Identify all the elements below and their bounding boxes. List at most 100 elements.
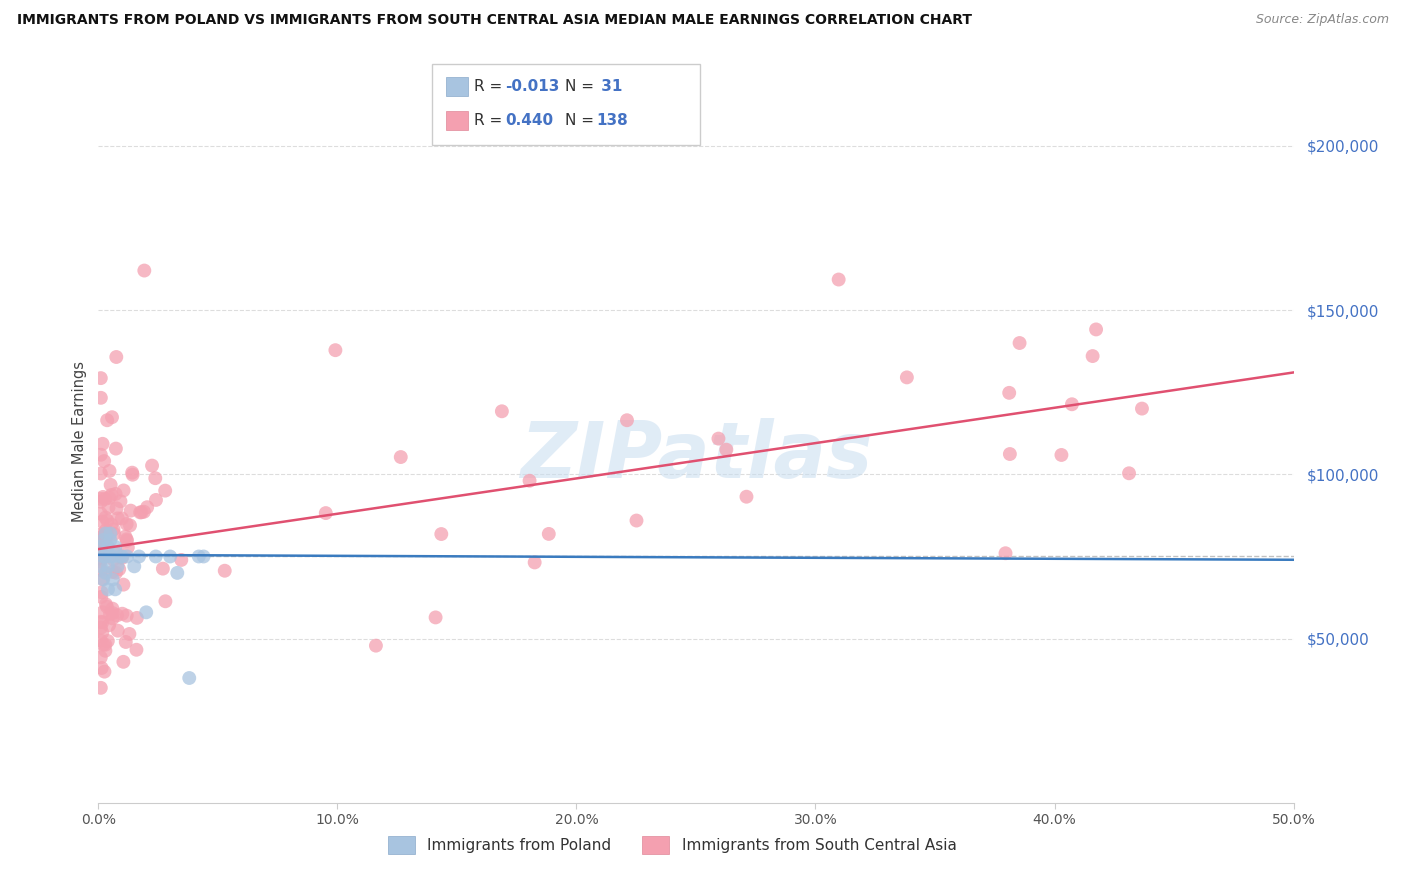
Point xyxy=(103,527,125,541)
Point xyxy=(105,608,128,623)
Point xyxy=(108,549,131,564)
Point xyxy=(104,442,127,456)
Point xyxy=(115,533,138,547)
Point xyxy=(107,624,129,638)
Point xyxy=(90,540,112,554)
Point xyxy=(101,601,124,615)
Point xyxy=(112,655,135,669)
Point xyxy=(115,516,138,531)
Point xyxy=(94,530,117,544)
Point xyxy=(537,527,560,541)
Point xyxy=(94,566,117,580)
Point xyxy=(96,599,118,614)
Point xyxy=(735,490,758,504)
Point xyxy=(98,618,121,632)
Point xyxy=(166,566,188,580)
Point xyxy=(124,559,146,574)
Point xyxy=(136,500,159,515)
Point xyxy=(159,549,181,564)
Point xyxy=(131,505,153,519)
Point xyxy=(94,644,117,658)
Point xyxy=(1060,397,1083,411)
Point xyxy=(90,590,112,604)
Point xyxy=(1081,349,1104,363)
Point xyxy=(90,531,112,545)
Point xyxy=(97,500,120,515)
Text: 0.440: 0.440 xyxy=(505,113,553,128)
Point xyxy=(111,549,134,564)
Point xyxy=(105,501,128,516)
Point xyxy=(91,544,114,558)
Point xyxy=(104,582,127,597)
Point xyxy=(91,533,114,547)
Point xyxy=(155,594,177,608)
Point xyxy=(121,466,143,480)
Point xyxy=(491,404,513,418)
Point xyxy=(100,488,122,502)
Point xyxy=(91,572,114,586)
Point xyxy=(134,263,156,277)
Point xyxy=(90,448,112,462)
Point xyxy=(94,638,117,652)
Point xyxy=(115,533,138,548)
Point xyxy=(94,510,117,524)
Point xyxy=(108,562,131,576)
Point xyxy=(96,413,118,427)
Point xyxy=(125,611,148,625)
Point xyxy=(91,515,114,529)
Point xyxy=(98,533,122,547)
Point xyxy=(101,565,124,579)
Point xyxy=(118,518,141,533)
Point xyxy=(132,505,155,519)
Point xyxy=(101,606,124,620)
Text: R =: R = xyxy=(474,79,508,94)
Point xyxy=(994,546,1017,560)
Text: N =: N = xyxy=(565,79,599,94)
Point xyxy=(90,391,112,405)
Point xyxy=(716,442,738,457)
Point xyxy=(90,541,112,556)
Point xyxy=(90,650,112,665)
Point xyxy=(128,549,150,564)
Point xyxy=(90,507,112,521)
Point xyxy=(90,621,112,635)
Point xyxy=(104,566,127,580)
Point xyxy=(94,530,117,544)
Point xyxy=(214,564,236,578)
Point xyxy=(193,549,215,564)
Point xyxy=(179,671,201,685)
Point xyxy=(896,370,918,384)
Point xyxy=(143,471,166,485)
Point xyxy=(91,606,114,620)
Point xyxy=(998,447,1021,461)
Point xyxy=(101,611,124,625)
Point xyxy=(96,527,118,541)
Point xyxy=(141,458,163,473)
Point xyxy=(626,514,648,528)
Point xyxy=(112,577,135,591)
Point xyxy=(103,522,125,536)
Point xyxy=(93,665,115,679)
Point xyxy=(98,464,121,478)
Point xyxy=(1050,448,1073,462)
Point xyxy=(152,561,174,575)
Point xyxy=(93,535,115,549)
Point xyxy=(91,490,114,504)
Point xyxy=(94,598,117,612)
Point xyxy=(100,517,122,532)
Point xyxy=(90,545,112,559)
Point xyxy=(100,478,122,492)
Text: N =: N = xyxy=(565,113,599,128)
Point xyxy=(93,638,115,652)
Point xyxy=(118,627,141,641)
Legend: Immigrants from Poland, Immigrants from South Central Asia: Immigrants from Poland, Immigrants from … xyxy=(381,830,963,860)
Point xyxy=(827,272,849,286)
Point xyxy=(523,556,546,570)
Text: 138: 138 xyxy=(596,113,628,128)
Point xyxy=(117,541,139,555)
Point xyxy=(125,642,148,657)
Point xyxy=(1008,336,1031,351)
Point xyxy=(90,585,112,599)
Point xyxy=(430,527,453,541)
Text: ZIPatlas: ZIPatlas xyxy=(520,418,872,494)
